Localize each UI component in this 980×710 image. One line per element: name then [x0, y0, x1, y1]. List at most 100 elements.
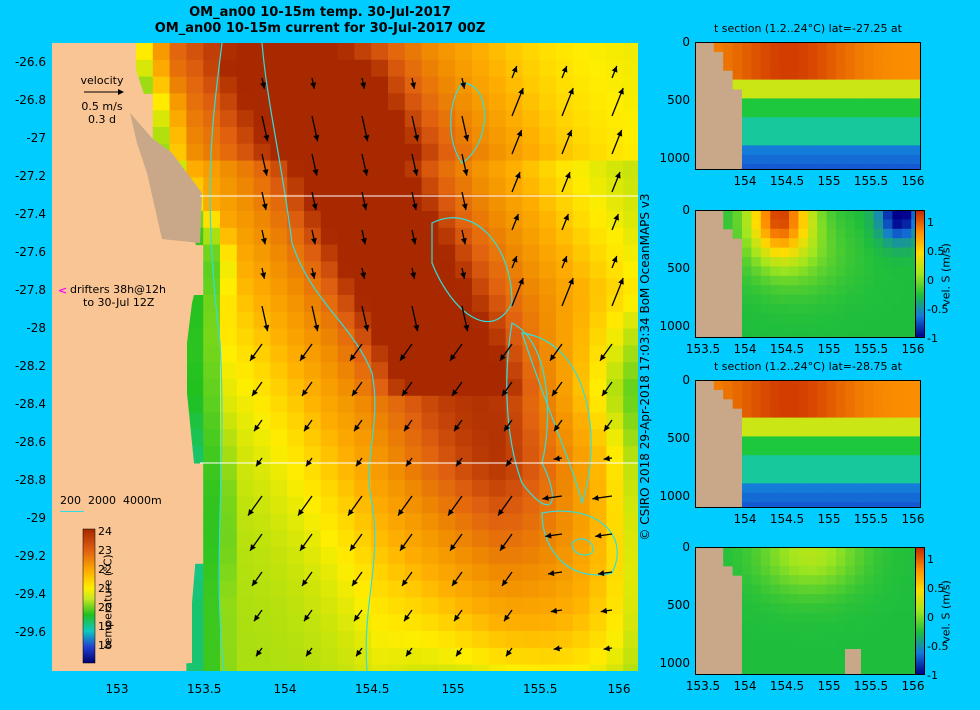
- current-vector: [403, 419, 413, 432]
- section-lon-tick: 155: [817, 342, 841, 356]
- depth-contour: [261, 43, 376, 671]
- current-vector: [260, 229, 267, 245]
- section-lon-tick: 154: [733, 512, 757, 526]
- current-vector: [511, 87, 524, 117]
- current-vector: [360, 267, 367, 279]
- section-depth-tick: 0: [682, 35, 690, 49]
- current-vector: [311, 191, 318, 211]
- section-title: t section (1.2..24°C) lat=-27.25 at: [713, 22, 902, 35]
- section-panel-1[interactable]: [695, 42, 931, 175]
- temperature-colorbar-label: 23: [98, 544, 112, 557]
- current-vector: [311, 305, 320, 332]
- velocity-colorbar-label: 0: [927, 274, 934, 287]
- section-lon-tick: 155: [817, 512, 841, 526]
- depth-contour: [571, 538, 594, 556]
- current-vector: [603, 455, 613, 462]
- current-vector: [261, 305, 270, 332]
- current-vector: [561, 255, 568, 269]
- current-vector: [411, 305, 420, 332]
- current-vector: [542, 494, 563, 501]
- current-vector: [361, 191, 368, 211]
- lat-tick-label: -29.2: [14, 549, 46, 563]
- section-lon-tick: 155: [817, 679, 841, 693]
- section-panel-2[interactable]: [695, 210, 931, 343]
- lon-tick-label: 156: [607, 682, 631, 696]
- section-panel-3[interactable]: [695, 380, 931, 513]
- current-vector: [597, 570, 613, 577]
- current-vector: [601, 381, 613, 397]
- section-depth-tick: 0: [682, 203, 690, 217]
- temperature-colorbar: 24 23 22 21 20 19 18 temperature (°C): [82, 525, 142, 667]
- current-vector: [403, 609, 413, 622]
- map-panel[interactable]: [52, 43, 638, 671]
- current-vector: [549, 343, 563, 362]
- lat-tick-label: -28: [26, 321, 46, 335]
- current-vector: [453, 419, 463, 432]
- current-vector: [411, 153, 419, 176]
- current-vector: [461, 305, 470, 332]
- current-vector: [505, 457, 513, 467]
- velocity-legend: velocity 0.5 m/s 0.3 d: [74, 74, 130, 126]
- map-title-line1: OM_an00 10-15m temp. 30-Jul-2017: [189, 5, 451, 20]
- current-vector: [550, 607, 563, 614]
- velocity-colorbar-label: 1: [927, 553, 934, 566]
- section-title: t section (1.2..24°C) lat=-28.75 at: [713, 360, 902, 373]
- section-depth-tick: 500: [667, 93, 690, 107]
- current-vector: [310, 229, 317, 245]
- section-lon-tick: 156: [901, 512, 925, 526]
- current-vector: [410, 229, 417, 245]
- section-depth-tick: 1000: [659, 489, 690, 503]
- current-vector: [505, 647, 513, 657]
- lon-tick-label: 154: [273, 682, 297, 696]
- section-depth-tick: 500: [667, 598, 690, 612]
- section-panel-4[interactable]: [695, 547, 931, 680]
- map-title-line2: OM_an00 10-15m current for 30-Jul-2017 0…: [154, 21, 486, 36]
- current-vector: [561, 65, 568, 79]
- velocity-legend-label: velocity: [80, 74, 124, 87]
- depth-contour: [506, 322, 553, 506]
- current-vector: [599, 343, 613, 362]
- velocity-colorbar-title: vel. S (m/s): [939, 243, 953, 306]
- current-vector: [449, 343, 463, 362]
- depth-contour: [450, 82, 486, 164]
- velocity-legend-arrow-icon: [84, 89, 124, 95]
- section-lon-tick: 154: [733, 342, 757, 356]
- velocity-colorbar-label: -0.5: [927, 303, 949, 316]
- current-vector: [301, 571, 313, 587]
- current-vector: [455, 647, 463, 657]
- section-lon-tick: 156: [901, 679, 925, 693]
- current-vector: [301, 381, 313, 397]
- current-vector: [461, 153, 469, 176]
- current-vector: [603, 419, 613, 432]
- current-vector: [592, 494, 613, 501]
- current-vector: [497, 495, 513, 516]
- temperature-colorbar-label: 22: [98, 563, 112, 576]
- current-vector: [260, 267, 267, 279]
- current-vector: [261, 191, 268, 211]
- lat-tick-label: -27.4: [14, 207, 46, 221]
- current-vector: [310, 77, 317, 89]
- section-lon-tick: 154.5: [769, 512, 805, 526]
- lat-tick-label: -26.8: [14, 93, 46, 107]
- lat-tick-label: -26.6: [14, 55, 46, 69]
- section-depth-tick: 1000: [659, 319, 690, 333]
- current-vector: [561, 129, 573, 155]
- current-vector: [460, 77, 467, 89]
- depth-legend-line: [60, 511, 84, 512]
- velocity-colorbar-label: 0.5: [927, 582, 945, 595]
- current-vector: [405, 647, 413, 657]
- current-vector: [249, 533, 263, 552]
- current-vector: [361, 115, 370, 142]
- current-vector: [249, 343, 263, 362]
- current-vector: [361, 305, 370, 332]
- current-vector: [561, 171, 571, 193]
- current-vector: [353, 419, 363, 432]
- current-vector: [247, 495, 263, 516]
- current-vector: [511, 213, 520, 231]
- depth-legend-200: 200: [60, 494, 81, 507]
- current-vector: [261, 115, 270, 142]
- current-vector: [351, 381, 363, 397]
- current-vector: [355, 457, 363, 467]
- current-vector: [397, 495, 413, 516]
- depth-contour: [541, 510, 618, 576]
